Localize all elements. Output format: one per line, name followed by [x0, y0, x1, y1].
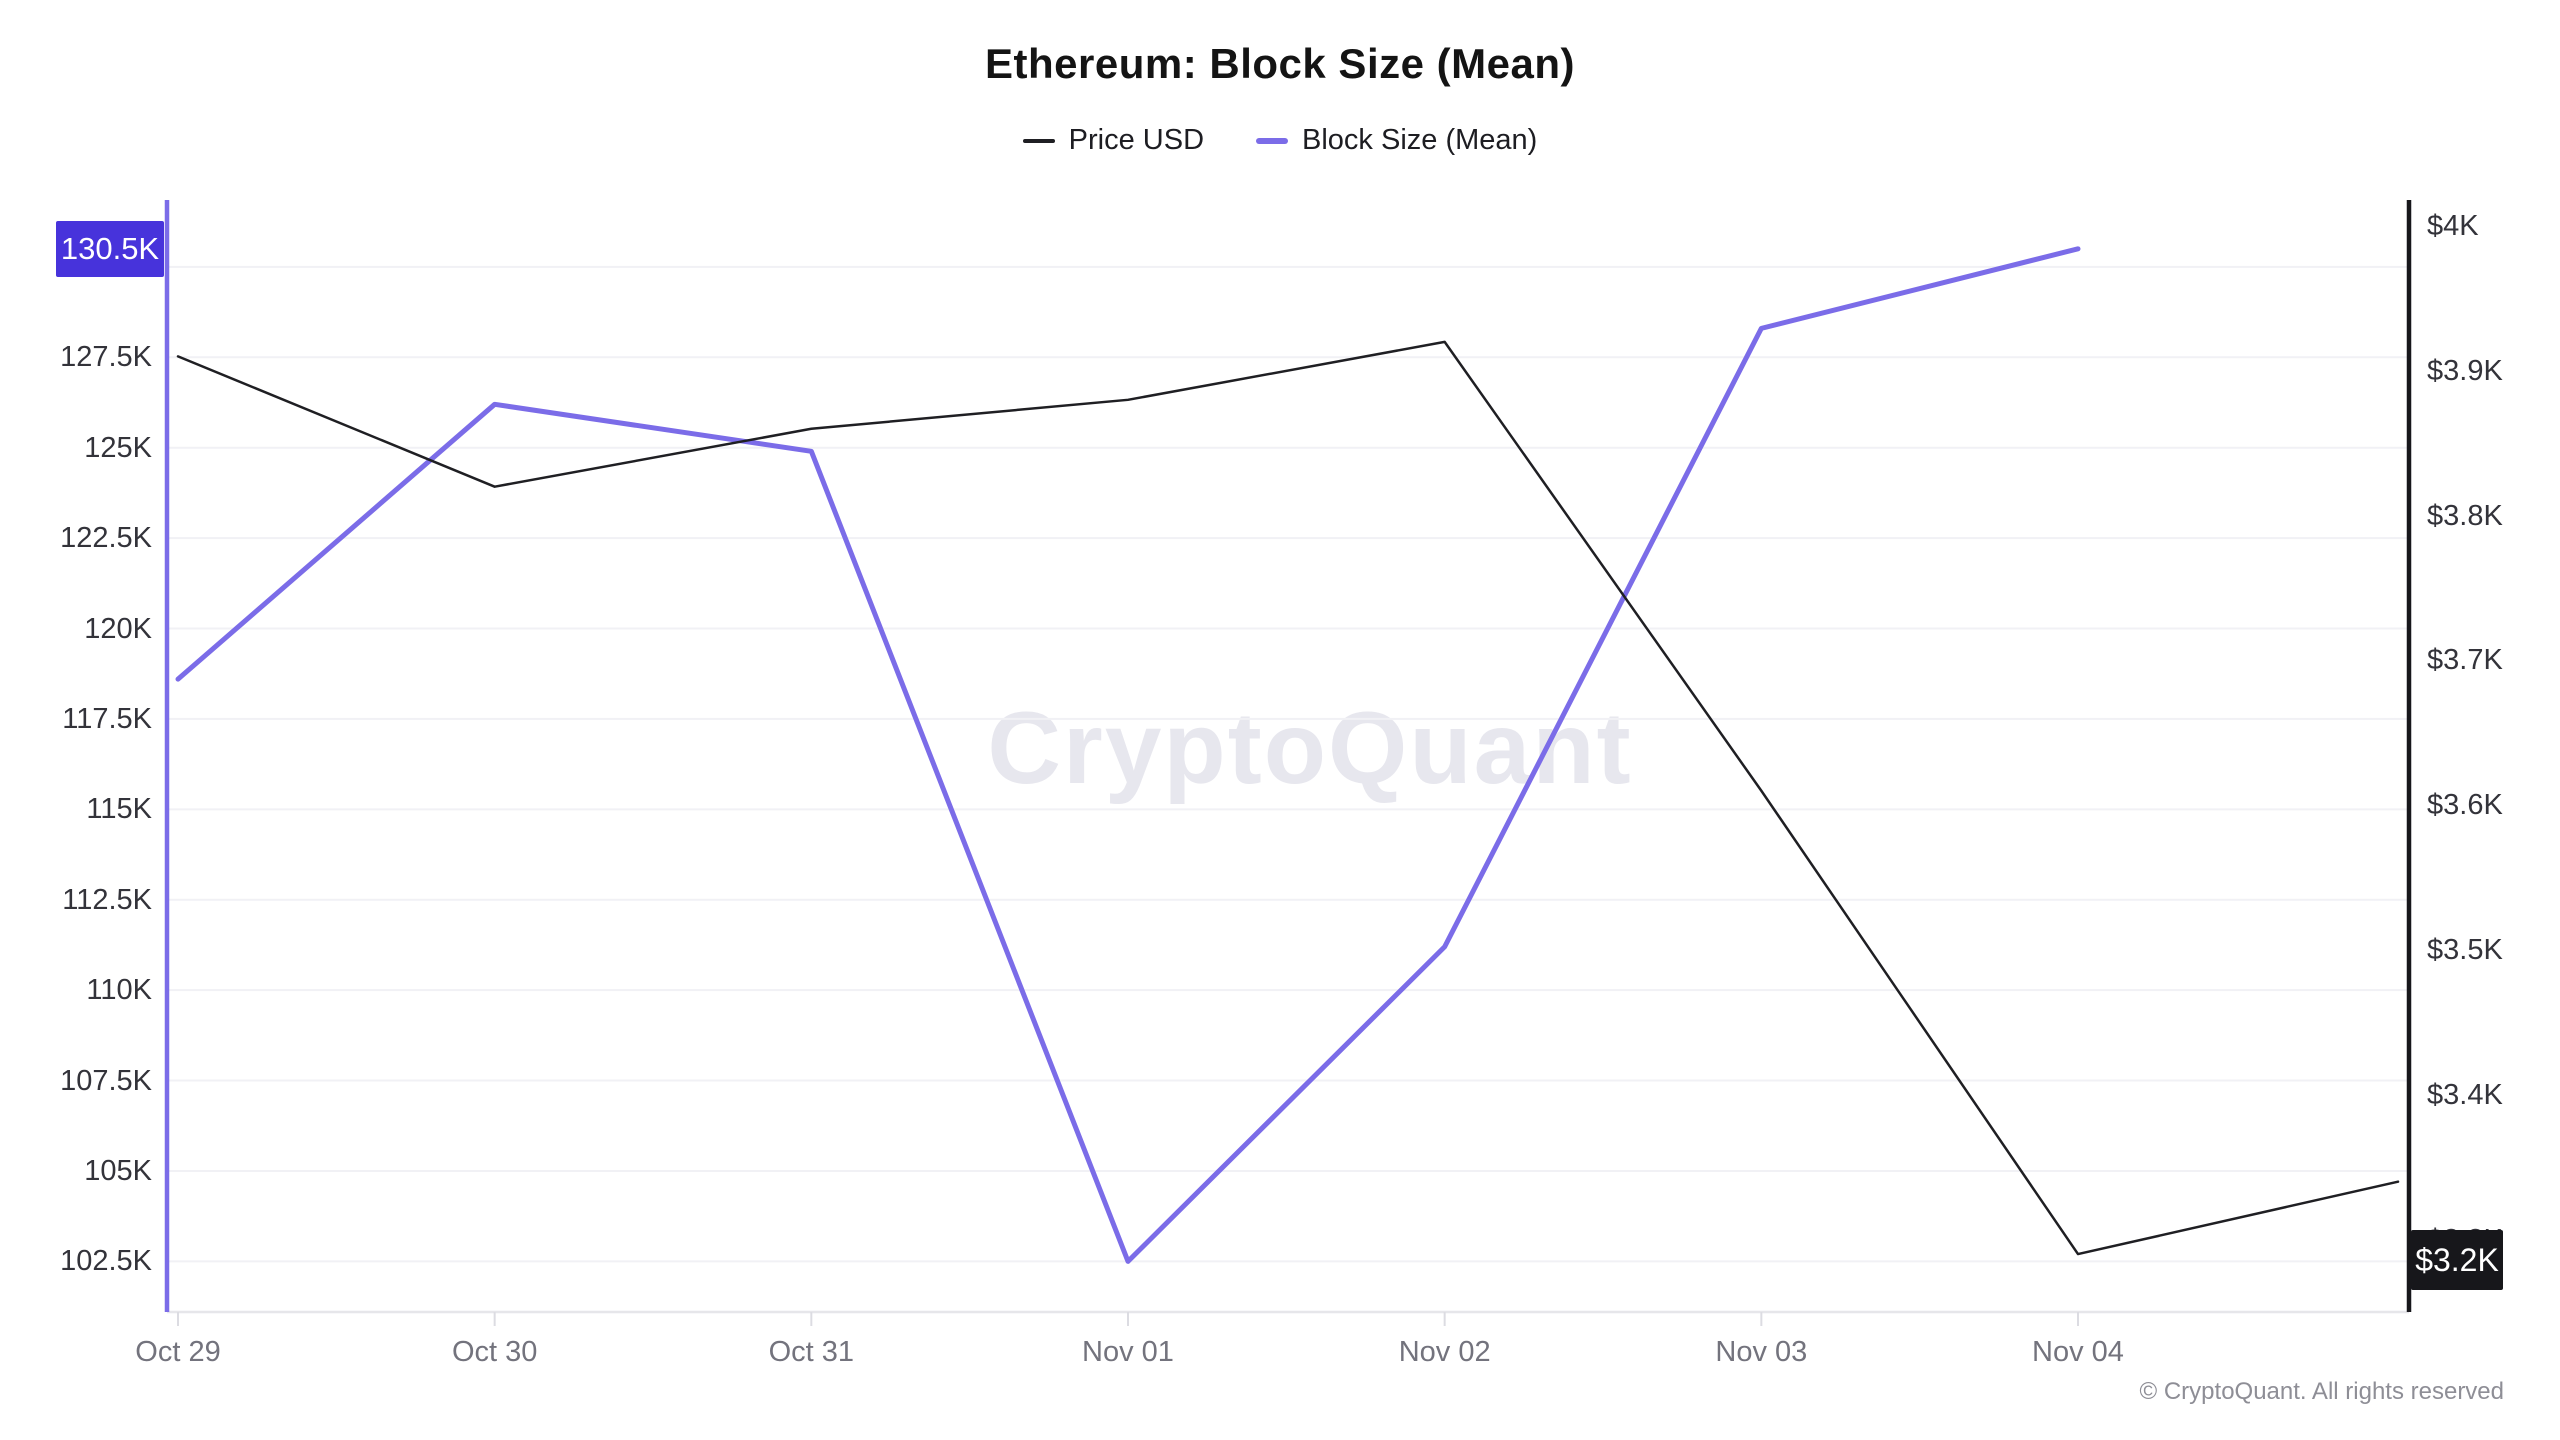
block-size-last-value-badge: 130.5K: [56, 220, 164, 277]
block-size-line: [175, 246, 2081, 1264]
legend-swatch-price-icon: [1022, 138, 1055, 143]
right-axis-tick-label: $3.6K: [2427, 789, 2503, 822]
right-axis-tick-label: $3.4K: [2427, 1078, 2503, 1111]
left-axis-tick-label: 120K: [84, 612, 152, 645]
chart-title: Ethereum: Block Size (Mean): [985, 40, 1575, 87]
left-axis-tick-label: 102.5K: [60, 1245, 152, 1278]
left-axis-tick-label: 127.5K: [60, 341, 152, 374]
right-axis-tick-label: $3.7K: [2427, 644, 2503, 677]
copyright-notice: © CryptoQuant. All rights reserved: [2139, 1378, 2505, 1405]
right-axis-tick-label: $3.8K: [2427, 499, 2503, 532]
price-last-value-badge: $3.2K: [2411, 1230, 2503, 1291]
left-axis-tick-label: 122.5K: [60, 522, 152, 555]
x-axis-label: Nov 02: [1398, 1336, 1491, 1368]
x-axis-label: Nov 04: [2032, 1336, 2124, 1368]
x-axis-label: Oct 31: [768, 1336, 855, 1368]
left-axis-tick-label: 112.5K: [62, 883, 152, 916]
legend-label-price: Price USD: [1068, 124, 1205, 156]
x-axis-label: Nov 03: [1715, 1336, 1808, 1368]
legend-label-blocksize: Block Size (Mean): [1302, 124, 1538, 156]
left-axis-tick-label: 117.5K: [62, 702, 152, 735]
cryptoquant-watermark: CryptoQuant: [987, 691, 1633, 805]
left-axis-tick-label: 105K: [84, 1154, 152, 1187]
x-axis-label: Oct 30: [451, 1336, 538, 1368]
legend-swatch-blocksize-icon: [1256, 137, 1289, 144]
price-line: [176, 340, 2400, 1256]
gridlines-layer: [167, 265, 2409, 1263]
series-layer: [175, 246, 2400, 1264]
legend-item-price[interactable]: Price USD: [1022, 124, 1205, 157]
left-axis-tick-label: 107.5K: [60, 1064, 152, 1097]
left-axis-tick-label: 115K: [86, 793, 152, 826]
right-axis-tick-label: $3.9K: [2427, 354, 2503, 387]
legend-item-blocksize[interactable]: Block Size (Mean): [1256, 124, 1537, 157]
left-axis-tick-label: 110K: [86, 974, 152, 1007]
legend: Price USD Block Size (Mean): [0, 124, 2560, 157]
left-axis-tick-label: 125K: [84, 431, 152, 464]
right-axis-tick-label: $3.5K: [2427, 934, 2503, 967]
axis-layer: [164, 200, 2412, 1326]
x-axis-label: Nov 01: [1082, 1336, 1174, 1368]
x-axis-label: Oct 29: [135, 1336, 221, 1368]
right-axis-tick-label: $4K: [2427, 210, 2479, 243]
